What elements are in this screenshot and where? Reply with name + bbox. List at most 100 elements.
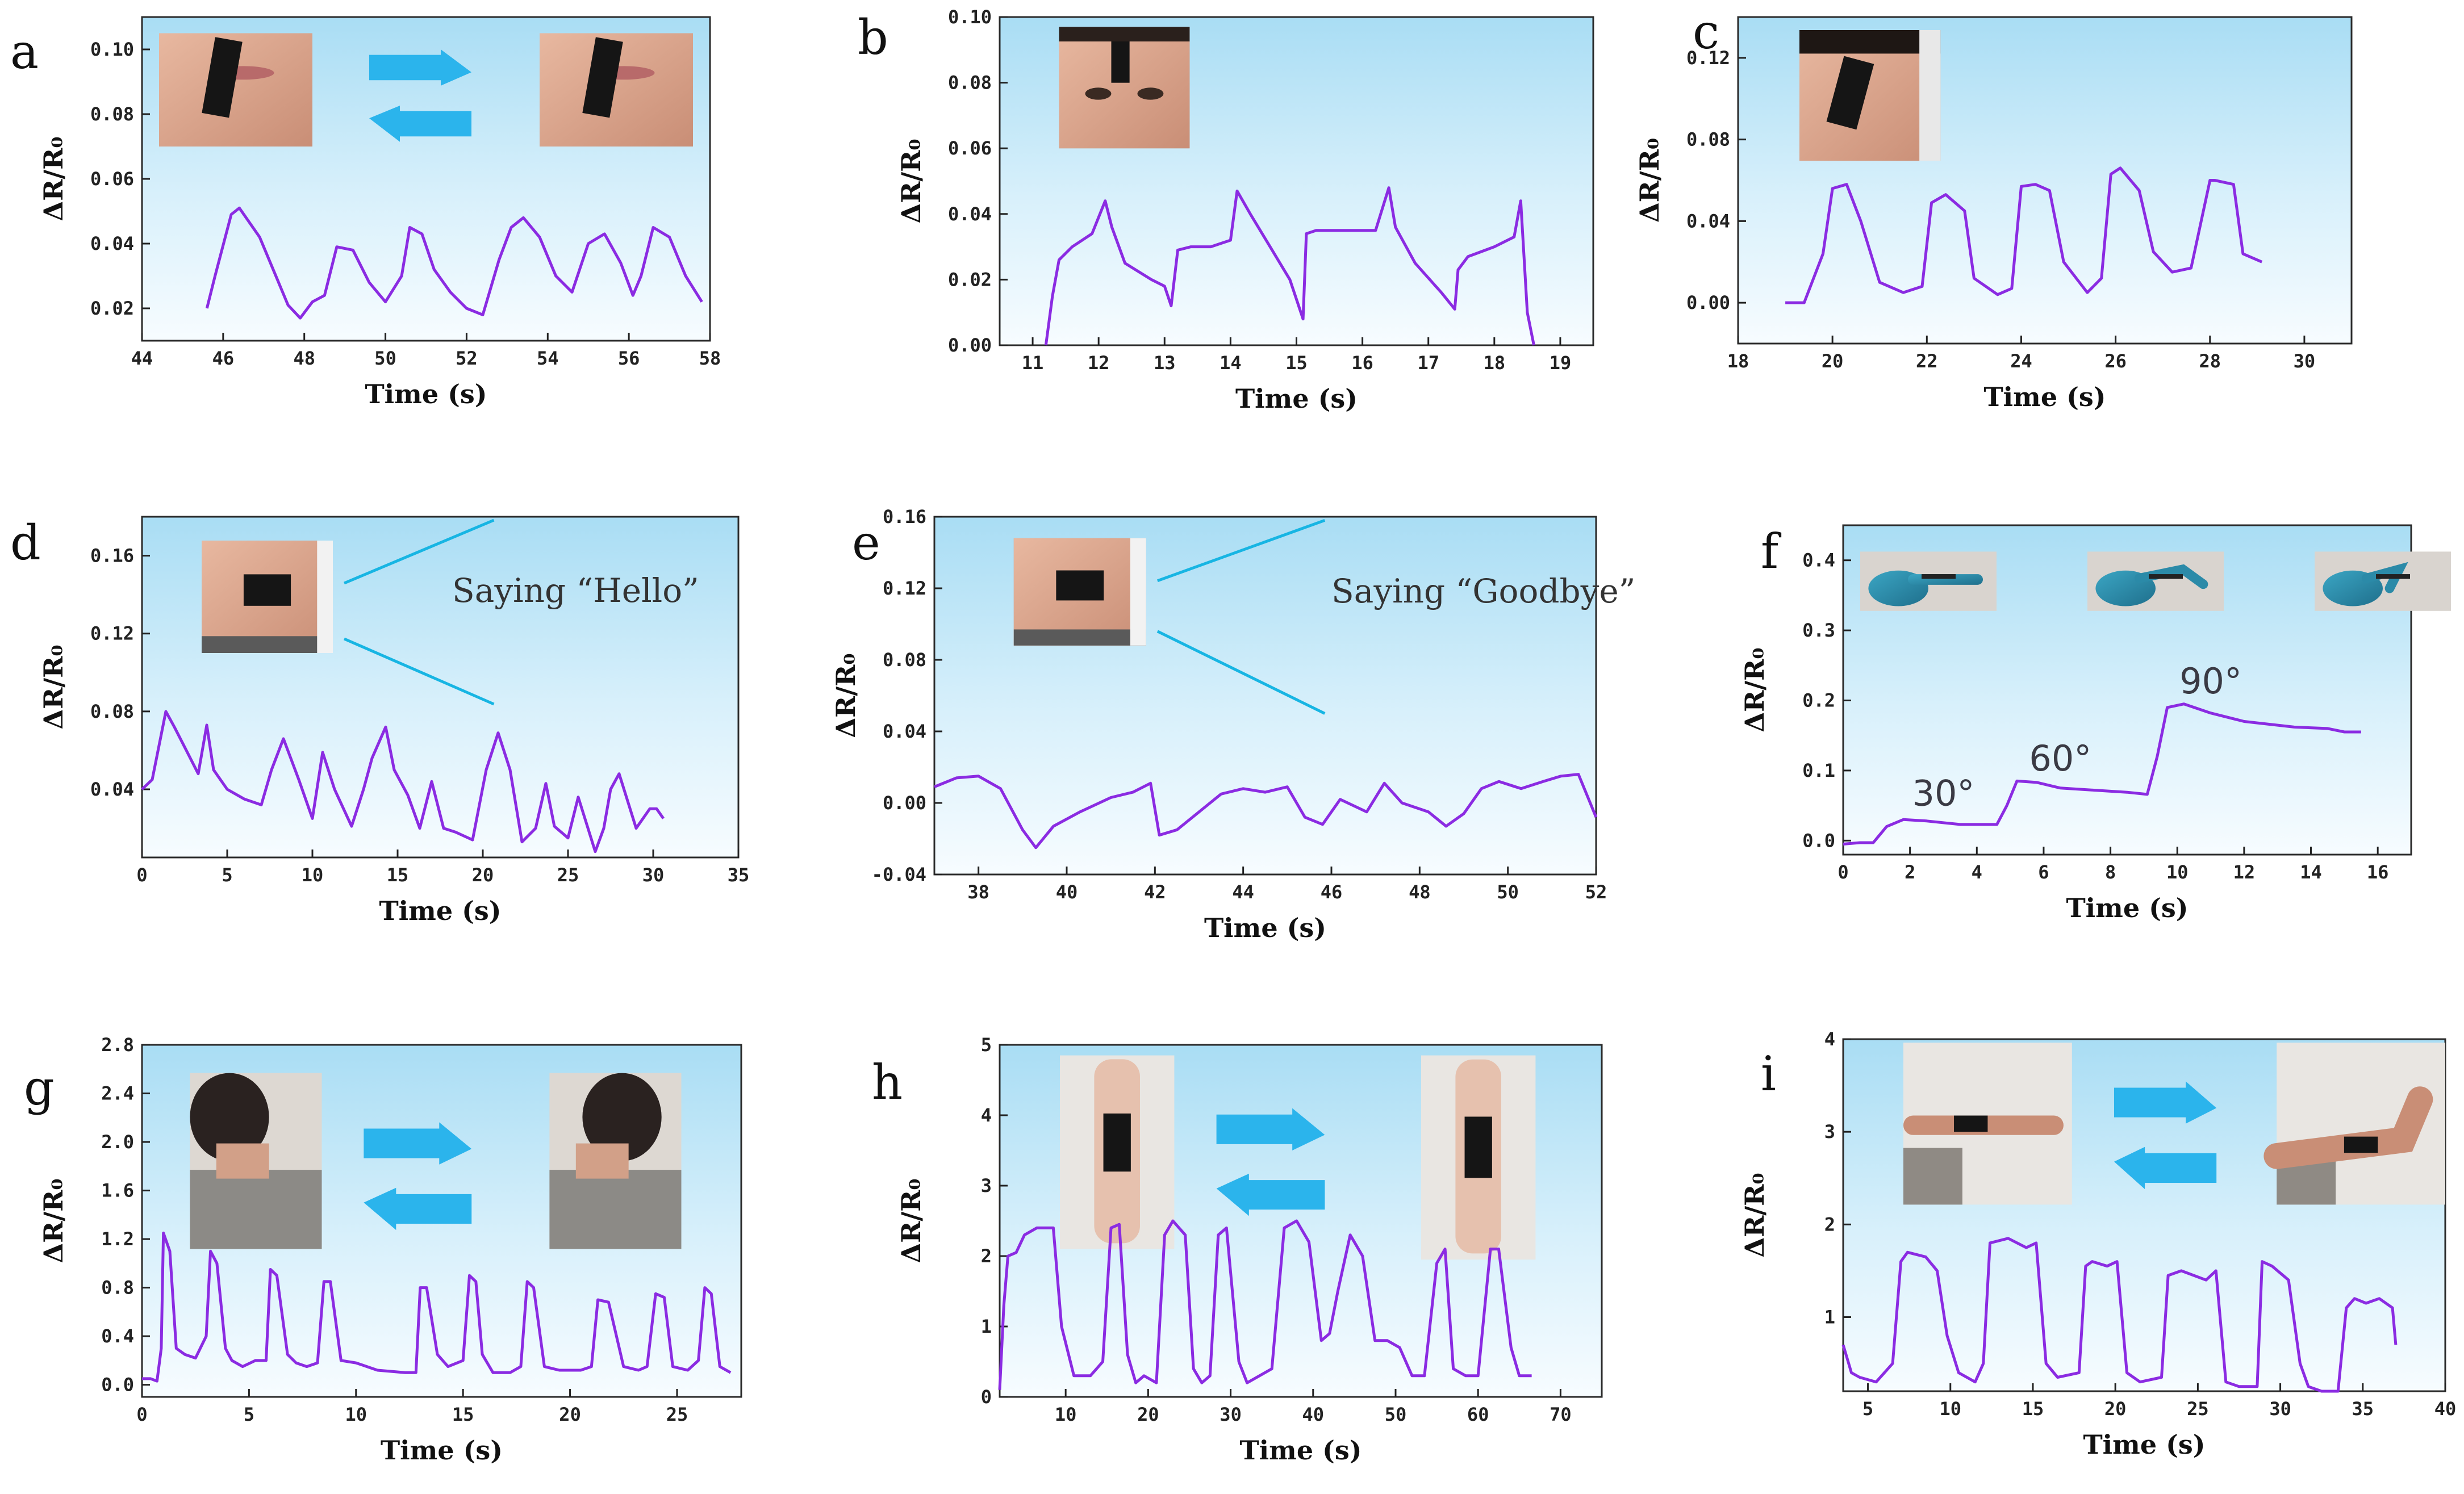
x-tick-label: 58 xyxy=(699,348,721,369)
y-axis-label: ΔR/R₀ xyxy=(830,653,861,738)
direction-arrows-icon xyxy=(364,1122,472,1231)
x-tick-label: 40 xyxy=(1302,1404,1325,1425)
x-tick-label: 52 xyxy=(1585,881,1607,903)
x-tick-label: 15 xyxy=(2022,1398,2044,1420)
x-tick-label: 10 xyxy=(1055,1404,1077,1425)
x-tick-label: 15 xyxy=(1285,352,1308,374)
series-line xyxy=(205,206,703,320)
photo-face-temple xyxy=(1799,30,1941,161)
series-line xyxy=(1841,1237,2398,1393)
y-tick-label: 2.0 xyxy=(101,1131,134,1153)
panel-letter: i xyxy=(1761,1046,1776,1102)
direction-arrows-icon xyxy=(2114,1081,2217,1190)
photo-finger-straight xyxy=(1860,551,1997,611)
x-tick-label: 50 xyxy=(1385,1404,1407,1425)
y-tick-label: 0.10 xyxy=(90,39,134,60)
y-axis-label: ΔR/R₀ xyxy=(38,645,69,729)
x-tick-label: 30 xyxy=(1220,1404,1242,1425)
y-tick-label: 3 xyxy=(1824,1121,1835,1143)
x-tick-label: 26 xyxy=(2104,350,2127,372)
chart-panel-i: 5 10 15 20 25 30 35 40 1 2 3 4 Time (s) ΔR/R₀ i xyxy=(1739,1028,2456,1460)
x-tick-label: 13 xyxy=(1154,352,1176,374)
y-tick-label: 2 xyxy=(981,1245,992,1267)
chart-panel-h: 10 20 30 40 50 60 70 0 1 2 3 4 5 Time (s) ΔR/R₀ h xyxy=(872,1034,1603,1466)
x-tick-label: 11 xyxy=(1022,352,1044,374)
chart-panel-e: Saying “Goodbye” 38 40 42 44 46 48 50 52 -0.04 0.0… xyxy=(830,506,1635,943)
y-tick-label: 0.4 xyxy=(101,1325,134,1347)
x-tick-label: 5 xyxy=(1862,1398,1873,1420)
y-tick-label: 0.04 xyxy=(90,233,134,254)
y-tick-label: 4 xyxy=(981,1104,992,1126)
x-tick-label: 12 xyxy=(1088,352,1110,374)
series-line xyxy=(1044,186,1535,346)
panel-letter: b xyxy=(858,10,888,65)
photo-neck-upright xyxy=(190,1073,322,1249)
x-tick-label: 18 xyxy=(1727,350,1749,372)
x-axis-label: Time (s) xyxy=(2083,1429,2205,1460)
y-tick-label: 0.04 xyxy=(1686,210,1730,232)
callout-line xyxy=(344,518,495,585)
x-tick-label: 10 xyxy=(302,864,324,886)
y-tick-label: 0.08 xyxy=(948,72,992,94)
y-tick-label: 0 xyxy=(981,1386,992,1408)
chart-panel-b: 11 12 13 14 15 16 17 18 19 0.00 0.02 0.04 0.06 0.08 0.… xyxy=(858,6,1594,414)
y-axis-label: ΔR/R₀ xyxy=(1739,647,1770,732)
x-tick-label: 52 xyxy=(456,348,478,369)
x-tick-label: 16 xyxy=(2367,861,2389,883)
x-tick-label: 18 xyxy=(1484,352,1506,374)
y-tick-label: 0.00 xyxy=(1686,292,1730,313)
panel-letter: c xyxy=(1693,4,1719,60)
x-tick-label: 5 xyxy=(222,864,232,886)
x-tick-label: 14 xyxy=(2300,861,2322,883)
x-tick-label: 50 xyxy=(1497,881,1519,903)
x-tick-label: 20 xyxy=(1137,1404,1159,1425)
x-tick-label: 20 xyxy=(2104,1398,2127,1420)
series-line xyxy=(998,1219,1532,1390)
x-axis-label: Time (s) xyxy=(1983,382,2106,412)
y-axis-label: ΔR/R₀ xyxy=(1739,1173,1770,1257)
y-tick-label: 0.2 xyxy=(1802,690,1835,712)
chart-panel-g: 0 5 10 15 20 25 0.0 0.4 0.8 1.2 1.6 2.0 2.4 2.8 Time (… xyxy=(24,1034,742,1466)
x-tick-label: 6 xyxy=(2038,861,2049,883)
y-tick-label: 0.04 xyxy=(90,779,134,800)
x-axis-label: Time (s) xyxy=(1235,383,1358,414)
y-tick-label: 1.2 xyxy=(101,1228,134,1250)
y-tick-label: 0.12 xyxy=(1686,47,1730,69)
y-tick-label: 0.08 xyxy=(883,649,926,671)
y-tick-label: 1 xyxy=(1824,1306,1835,1328)
x-tick-label: 20 xyxy=(1822,350,1844,372)
callout-line xyxy=(1156,630,1326,715)
x-tick-label: 25 xyxy=(2187,1398,2209,1420)
x-tick-label: 0 xyxy=(136,864,147,886)
x-tick-label: 48 xyxy=(1409,881,1431,903)
x-axis-label: Time (s) xyxy=(2066,893,2188,923)
y-tick-label: 0.3 xyxy=(1802,620,1835,641)
x-tick-label: 38 xyxy=(967,881,989,903)
photo-face-forehead xyxy=(1059,27,1190,149)
y-axis-label: ΔR/R₀ xyxy=(896,139,926,223)
y-tick-label: 0.12 xyxy=(883,577,926,599)
direction-arrows-icon xyxy=(369,49,471,142)
x-tick-label: 16 xyxy=(1351,352,1373,374)
photo-finger-folded xyxy=(2315,551,2451,611)
x-tick-label: 44 xyxy=(1232,881,1254,903)
photo-throat xyxy=(202,541,333,653)
y-tick-label: 0.02 xyxy=(948,269,992,290)
y-tick-label: 1.6 xyxy=(101,1180,134,1202)
x-tick-label: 17 xyxy=(1417,352,1439,374)
y-tick-label: 0.04 xyxy=(948,203,992,225)
photo-face-cheek-puffed xyxy=(540,33,693,147)
photo-knee-straight xyxy=(1060,1055,1175,1249)
callout-line xyxy=(344,637,495,706)
x-tick-label: 56 xyxy=(618,348,640,369)
x-tick-label: 12 xyxy=(2233,861,2256,883)
y-tick-label: 0.06 xyxy=(90,168,134,190)
series-line xyxy=(141,710,665,853)
y-tick-label: 0.4 xyxy=(1802,550,1835,571)
photo-arm-bent xyxy=(2263,1043,2445,1205)
chart-panel-a: 44 46 48 50 52 54 56 58 0.02 0.04 0.06 0.08 0.10 Time… xyxy=(10,16,721,409)
x-tick-label: 25 xyxy=(666,1404,688,1425)
x-tick-label: 54 xyxy=(537,348,559,369)
y-tick-label: 0.04 xyxy=(883,721,926,742)
